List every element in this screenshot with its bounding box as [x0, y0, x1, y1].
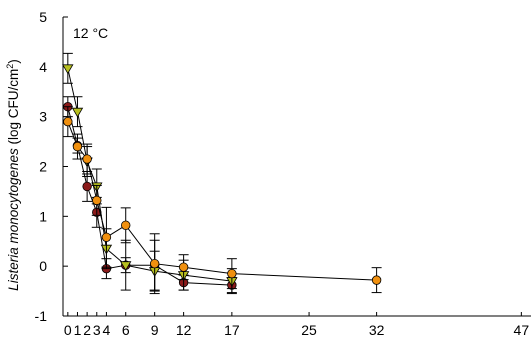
data-point — [120, 261, 132, 271]
y-tick-label: 4 — [39, 59, 47, 75]
x-tick-label: 0 — [64, 322, 72, 338]
x-tick-label: 9 — [151, 322, 159, 338]
y-tick-label: 5 — [39, 9, 47, 25]
data-point — [71, 107, 84, 118]
series-line — [67, 68, 232, 282]
x-tick-label: 2 — [83, 322, 91, 338]
plot-area — [62, 52, 382, 295]
x-tick-label: 6 — [122, 322, 130, 338]
data-point — [82, 181, 92, 192]
data-point — [121, 220, 131, 231]
data-point — [371, 275, 382, 285]
y-axis-label: Listeria monocytogenes (log CFU/cm2) — [5, 59, 21, 291]
x-tick-label: 32 — [369, 322, 385, 338]
x-tick-label: 3 — [93, 322, 101, 338]
y-axis-label-unit-exponent: 2 — [5, 64, 15, 69]
series-line — [67, 106, 232, 286]
y-ticks: -1 0 1 2 3 4 5 — [35, 9, 68, 324]
data-point — [92, 195, 102, 206]
x-tick-label: 25 — [301, 322, 317, 338]
data-point — [62, 64, 74, 75]
x-ticks: 0 1 2 3 4 6 9 12 17 25 32 47 — [64, 312, 529, 338]
data-point — [178, 262, 189, 272]
x-tick-label: 4 — [103, 322, 111, 338]
x-tick-label: 47 — [514, 322, 530, 338]
data-point — [227, 268, 237, 279]
y-axis-label-unit-close: ) — [6, 59, 21, 64]
x-tick-label: 12 — [176, 322, 192, 338]
y-axis-label-unit: (log CFU/cm — [6, 69, 21, 149]
x-tick-label: 1 — [74, 322, 82, 338]
data-point — [63, 116, 73, 127]
y-tick-label: -1 — [35, 308, 48, 324]
y-tick-label: 3 — [39, 109, 47, 125]
series-3 — [62, 106, 382, 295]
x-tick-label: 17 — [224, 322, 240, 338]
data-point — [82, 154, 92, 164]
data-point — [149, 258, 160, 269]
y-axis-label-species: Listeria monocytogenes — [6, 148, 21, 291]
data-point — [101, 232, 112, 242]
data-point — [72, 141, 83, 152]
y-tick-label: 0 — [39, 258, 47, 274]
y-tick-label: 1 — [39, 208, 47, 224]
temperature-annotation: 12 °C — [73, 25, 108, 41]
series-line — [67, 121, 377, 281]
series-1 — [62, 96, 237, 294]
y-tick-label: 2 — [39, 159, 47, 175]
